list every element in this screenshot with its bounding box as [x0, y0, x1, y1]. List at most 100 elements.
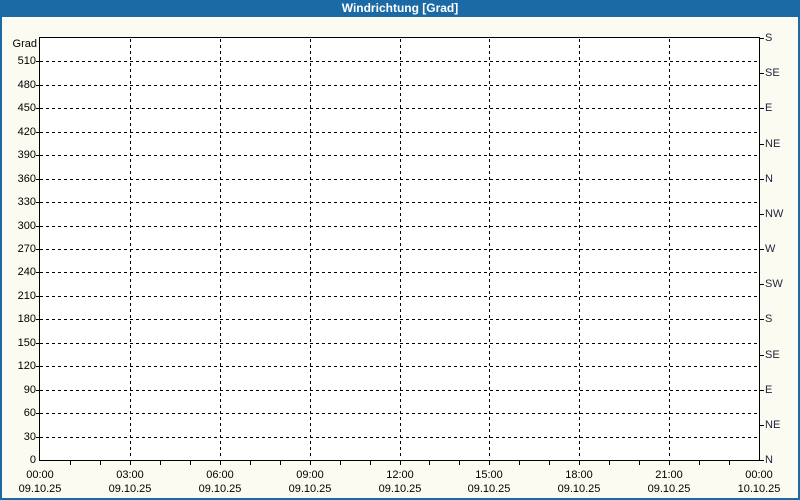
- y-axis-left-tick-label: 390: [17, 149, 36, 161]
- x-axis-minor-tick: [160, 461, 161, 465]
- compass-tick-label: SE: [765, 67, 780, 79]
- gridline-horizontal: [40, 226, 759, 227]
- y-axis-left-tick: [36, 366, 40, 367]
- x-axis-minor-tick: [519, 461, 520, 465]
- gridline-vertical: [669, 39, 670, 459]
- y-axis-left-tick-label: 360: [17, 173, 36, 185]
- compass-tick-label: NE: [765, 419, 781, 431]
- gridline-horizontal: [40, 179, 759, 180]
- y-axis-left-tick-label: 120: [17, 360, 36, 372]
- gridline-horizontal: [40, 155, 759, 156]
- gridline-horizontal: [40, 132, 759, 133]
- y-axis-left-tick-label: 0: [29, 454, 36, 466]
- gridline-vertical: [220, 39, 221, 459]
- y-axis-left-tick-label: 330: [17, 196, 36, 208]
- y-axis-left-tick: [36, 296, 40, 297]
- y-axis-left-tick-label: 510: [17, 55, 36, 67]
- x-axis-minor-tick: [220, 461, 221, 465]
- x-axis-minor-tick: [549, 461, 550, 465]
- compass-tick-label: S: [765, 313, 773, 325]
- gridline-horizontal: [40, 272, 759, 273]
- gridline-vertical: [310, 39, 311, 459]
- x-axis-minor-tick: [459, 461, 460, 465]
- y-axis-left-tick-label: 270: [17, 243, 36, 255]
- y-axis-left-tick-label: 240: [17, 266, 36, 278]
- y-axis-left-tick-label: 30: [23, 431, 36, 443]
- gridline-horizontal: [40, 61, 759, 62]
- y-axis-right-tick: [760, 214, 764, 215]
- x-axis-minor-tick: [609, 461, 610, 465]
- x-axis-minor-tick: [70, 461, 71, 465]
- y-axis-left-tick-label: 420: [17, 126, 36, 138]
- y-axis-left-tick: [36, 132, 40, 133]
- compass-tick-label: W: [765, 243, 776, 255]
- gridline-horizontal: [40, 366, 759, 367]
- y-axis-left-tick: [36, 155, 40, 156]
- y-axis-right-tick: [760, 460, 764, 461]
- x-axis-minor-tick: [250, 461, 251, 465]
- x-axis-minor-tick: [639, 461, 640, 465]
- y-axis-right-tick: [760, 319, 764, 320]
- y-axis-right-tick: [760, 179, 764, 180]
- gridline-horizontal: [40, 390, 759, 391]
- y-axis-right-tick: [760, 390, 764, 391]
- x-axis-time-label: 12:00: [386, 469, 414, 481]
- y-axis-left-tick-label: 60: [23, 407, 36, 419]
- x-axis-date-label: 09.10.25: [467, 483, 511, 495]
- compass-tick-label: E: [765, 102, 773, 114]
- x-axis-minor-tick: [400, 461, 401, 465]
- y-axis-left-tick-label: 150: [17, 337, 36, 349]
- y-axis-right-tick: [760, 425, 764, 426]
- x-axis-minor-tick: [699, 461, 700, 465]
- gridline-horizontal: [40, 296, 759, 297]
- gridline-horizontal: [40, 343, 759, 344]
- compass-tick-label: N: [765, 173, 773, 185]
- y-axis-left-tick-label: 210: [17, 290, 36, 302]
- gridline-vertical: [489, 39, 490, 459]
- y-axis-left-tick: [36, 202, 40, 203]
- x-axis-time-label: 15:00: [475, 469, 503, 481]
- y-axis-left-tick: [36, 249, 40, 250]
- x-axis-minor-tick: [310, 461, 311, 465]
- gridline-horizontal: [40, 437, 759, 438]
- x-axis-date-label: 10.10.25: [737, 483, 781, 495]
- x-axis-minor-tick: [340, 461, 341, 465]
- x-axis-minor-tick: [579, 461, 580, 465]
- compass-tick-label: NW: [765, 208, 784, 220]
- y-axis-left-tick-label: 180: [17, 313, 36, 325]
- x-axis-date-label: 09.10.25: [378, 483, 422, 495]
- x-axis-minor-tick: [130, 461, 131, 465]
- y-axis-right-tick: [760, 284, 764, 285]
- x-axis-minor-tick: [669, 461, 670, 465]
- y-axis-left-tick: [36, 61, 40, 62]
- y-axis-right-tick: [760, 108, 764, 109]
- y-axis-right-tick: [760, 355, 764, 356]
- compass-tick-label: SW: [765, 278, 783, 290]
- y-axis-right-tick: [760, 144, 764, 145]
- gridline-vertical: [130, 39, 131, 459]
- compass-tick-label: SE: [765, 349, 780, 361]
- chart-title-bar: Windrichtung [Grad]: [0, 0, 800, 17]
- x-axis-minor-tick: [429, 461, 430, 465]
- y-axis-unit-label: Grad: [12, 38, 37, 50]
- gridline-horizontal: [40, 249, 759, 250]
- y-axis-left-tick: [36, 85, 40, 86]
- x-axis-time-label: 00:00: [26, 469, 54, 481]
- x-axis-time-label: 00:00: [745, 469, 773, 481]
- y-axis-left-tick: [36, 437, 40, 438]
- y-axis-left-tick-label: 450: [17, 102, 36, 114]
- compass-tick-label: S: [765, 32, 773, 44]
- compass-tick-label: N: [765, 454, 773, 466]
- x-axis-date-label: 09.10.25: [288, 483, 332, 495]
- compass-tick-label: E: [765, 384, 773, 396]
- x-axis-date-label: 09.10.25: [198, 483, 242, 495]
- x-axis-minor-tick: [489, 461, 490, 465]
- x-axis-time-label: 06:00: [206, 469, 234, 481]
- y-axis-left-tick: [36, 108, 40, 109]
- gridline-horizontal: [40, 202, 759, 203]
- x-axis-date-label: 09.10.25: [108, 483, 152, 495]
- x-axis-time-label: 03:00: [116, 469, 144, 481]
- y-axis-right-tick: [760, 249, 764, 250]
- x-axis-minor-tick: [100, 461, 101, 465]
